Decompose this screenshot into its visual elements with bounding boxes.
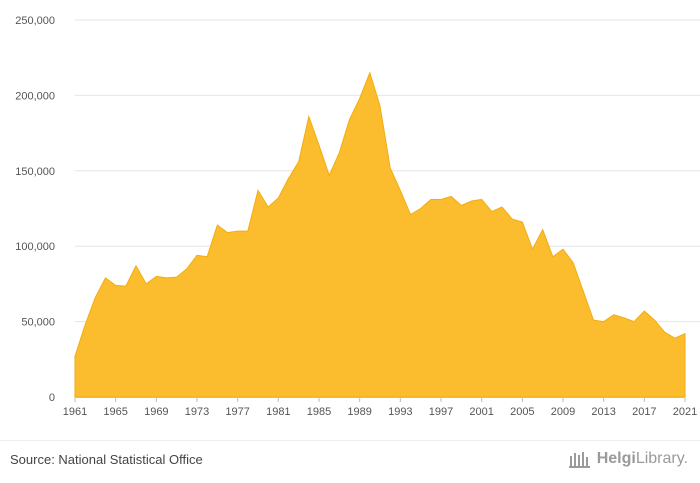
y-tick-label: 100,000 xyxy=(15,241,55,253)
series-area xyxy=(74,71,686,398)
x-tick-label: 2005 xyxy=(510,406,534,418)
x-tick-label: 1993 xyxy=(388,406,412,418)
y-tick-label: 250,000 xyxy=(15,15,55,27)
x-tick-label: 1969 xyxy=(144,406,168,418)
footer: Source: National Statistical Office Helg… xyxy=(0,440,700,483)
x-tick-label: 1981 xyxy=(266,406,290,418)
x-tick-label: 1973 xyxy=(185,406,209,418)
x-tick-label: 1997 xyxy=(429,406,453,418)
x-tick-label: 1989 xyxy=(347,406,371,418)
x-tick-label: 2001 xyxy=(469,406,493,418)
x-tick-label: 1977 xyxy=(225,406,249,418)
area-chart: 0 50,000 100,000 150,000 200,000 250,000 1961… xyxy=(15,15,700,418)
x-tick-label: 2009 xyxy=(551,406,575,418)
brand-logo[interactable]: HelgiLibrary. xyxy=(568,450,688,468)
y-tick-label: 0 xyxy=(49,392,55,404)
x-tick-label: 1965 xyxy=(103,406,127,418)
y-axis: 0 50,000 100,000 150,000 200,000 250,000 xyxy=(15,15,55,404)
x-tick-label: 1961 xyxy=(63,406,87,418)
x-tick-label: 2021 xyxy=(673,406,697,418)
y-tick-label: 200,000 xyxy=(15,90,55,102)
x-tick-label: 2013 xyxy=(591,406,615,418)
library-icon xyxy=(568,452,590,468)
brand-name: HelgiLibrary. xyxy=(596,450,688,467)
x-tick-label: 1985 xyxy=(307,406,331,418)
y-tick-label: 150,000 xyxy=(15,166,55,178)
x-tick-label: 2017 xyxy=(632,406,656,418)
y-tick-label: 50,000 xyxy=(21,317,55,329)
source-note: Source: National Statistical Office xyxy=(10,452,203,467)
x-axis: 1961 1965 1969 1973 1977 1981 1985 1989 1993 1997… xyxy=(63,397,697,418)
